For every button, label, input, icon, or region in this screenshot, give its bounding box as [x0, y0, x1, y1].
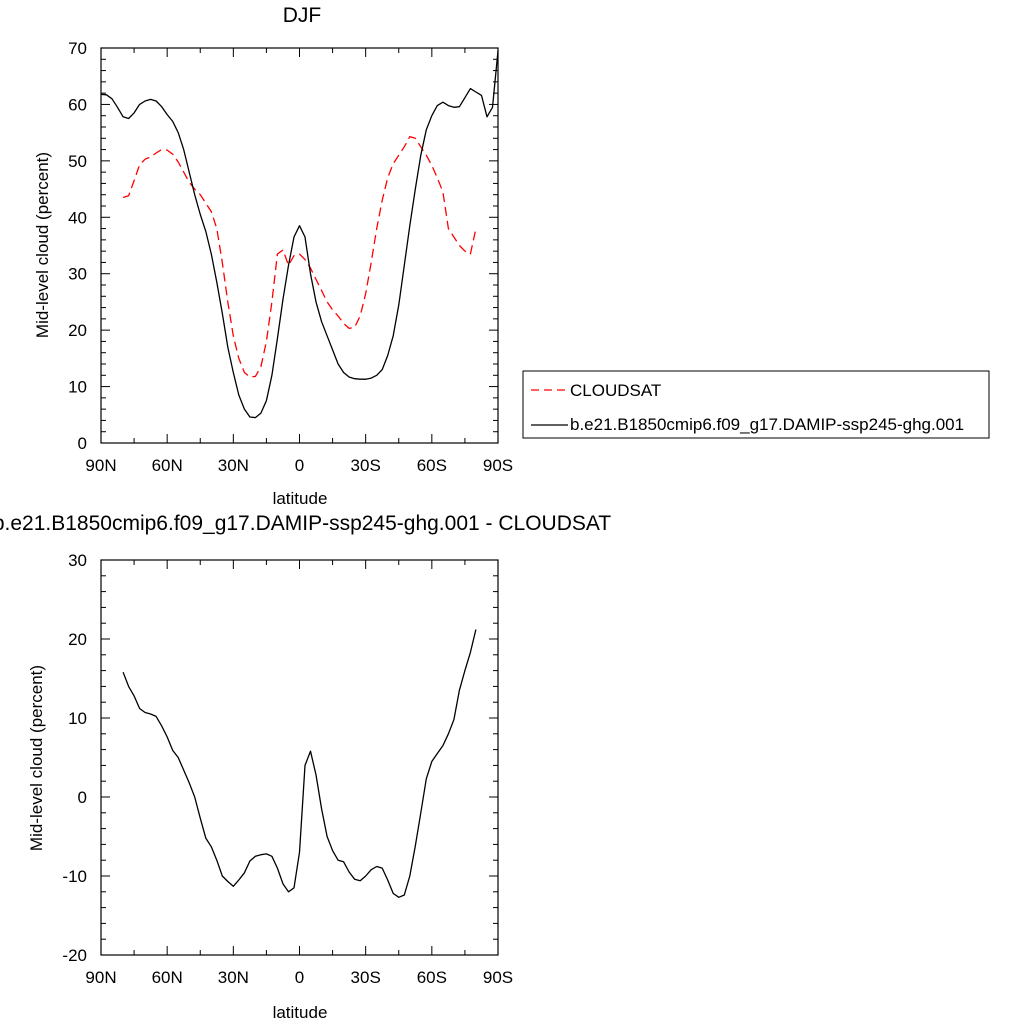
chart-title: DJF [283, 4, 322, 27]
chart-top: DJF 90N 60N 30N 0 30S 60S 90S 0 10 20 30 40 50 60 70 l… [33, 4, 990, 508]
plot-frame [100, 47, 499, 444]
x-tick-label: 0 [295, 456, 304, 475]
y-tick-label: 0 [78, 788, 87, 807]
y-tick-label: 30 [68, 551, 87, 570]
y-tick-label: 10 [68, 378, 87, 397]
x-tick-label: 90S [483, 968, 513, 987]
x-tick-label: 30N [218, 456, 249, 475]
x-tick-label: 90S [483, 456, 513, 475]
x-tick-label: 60N [152, 456, 183, 475]
y-tick-label: 10 [68, 709, 87, 728]
x-tick-label: 90N [85, 456, 116, 475]
series-lines [100, 50, 499, 419]
x-axis-label: latitude [273, 1003, 328, 1022]
y-tick-label: -10 [62, 867, 87, 886]
tick-marks [100, 47, 499, 444]
plot-frame [100, 559, 499, 956]
x-tick-label: 0 [295, 968, 304, 987]
legend-label-cloudsat: CLOUDSAT [570, 381, 661, 400]
x-tick-label: 90N [85, 968, 116, 987]
y-tick-label: 50 [68, 152, 87, 171]
series-line-difference [122, 629, 477, 898]
x-tick-label: 60S [417, 968, 447, 987]
y-tick-label: 40 [68, 208, 87, 227]
x-tick-label: 30S [351, 456, 381, 475]
x-tick-label: 60S [417, 456, 447, 475]
tick-marks [100, 559, 499, 956]
y-tick-label: 20 [68, 630, 87, 649]
chart-title: b.e21.B1850cmip6.f09_g17.DAMIP-ssp245-gh… [0, 512, 611, 535]
y-tick-label: 0 [78, 434, 87, 453]
y-tick-label: 70 [68, 39, 87, 58]
y-tick-label: 20 [68, 321, 87, 340]
y-axis-label: Mid-level cloud (percent) [33, 152, 52, 338]
legend-label-model: b.e21.B1850cmip6.f09_g17.DAMIP-ssp245-gh… [570, 415, 964, 434]
x-axis-label: latitude [273, 489, 328, 508]
series-line-model [100, 50, 499, 419]
legend-box [522, 370, 990, 439]
x-tick-label: 60N [152, 968, 183, 987]
x-tick-label: 30N [218, 968, 249, 987]
legend: CLOUDSAT b.e21.B1850cmip6.f09_g17.DAMIP-… [522, 370, 990, 439]
y-tick-label: 30 [68, 265, 87, 284]
y-tick-label: -20 [62, 946, 87, 965]
x-tick-label: 30S [351, 968, 381, 987]
y-tick-label: 60 [68, 95, 87, 114]
chart-bottom: b.e21.B1850cmip6.f09_g17.DAMIP-ssp245-gh… [0, 512, 611, 1022]
tick-labels: 90N 60N 30N 0 30S 60S 90S -20 -10 0 10 20 30 [62, 551, 513, 987]
series-lines [122, 629, 477, 898]
series-line-cloudsat [122, 135, 477, 378]
tick-labels: 90N 60N 30N 0 30S 60S 90S 0 10 20 30 40 50 60 70 [68, 39, 513, 475]
y-axis-label: Mid-level cloud (percent) [27, 665, 46, 851]
